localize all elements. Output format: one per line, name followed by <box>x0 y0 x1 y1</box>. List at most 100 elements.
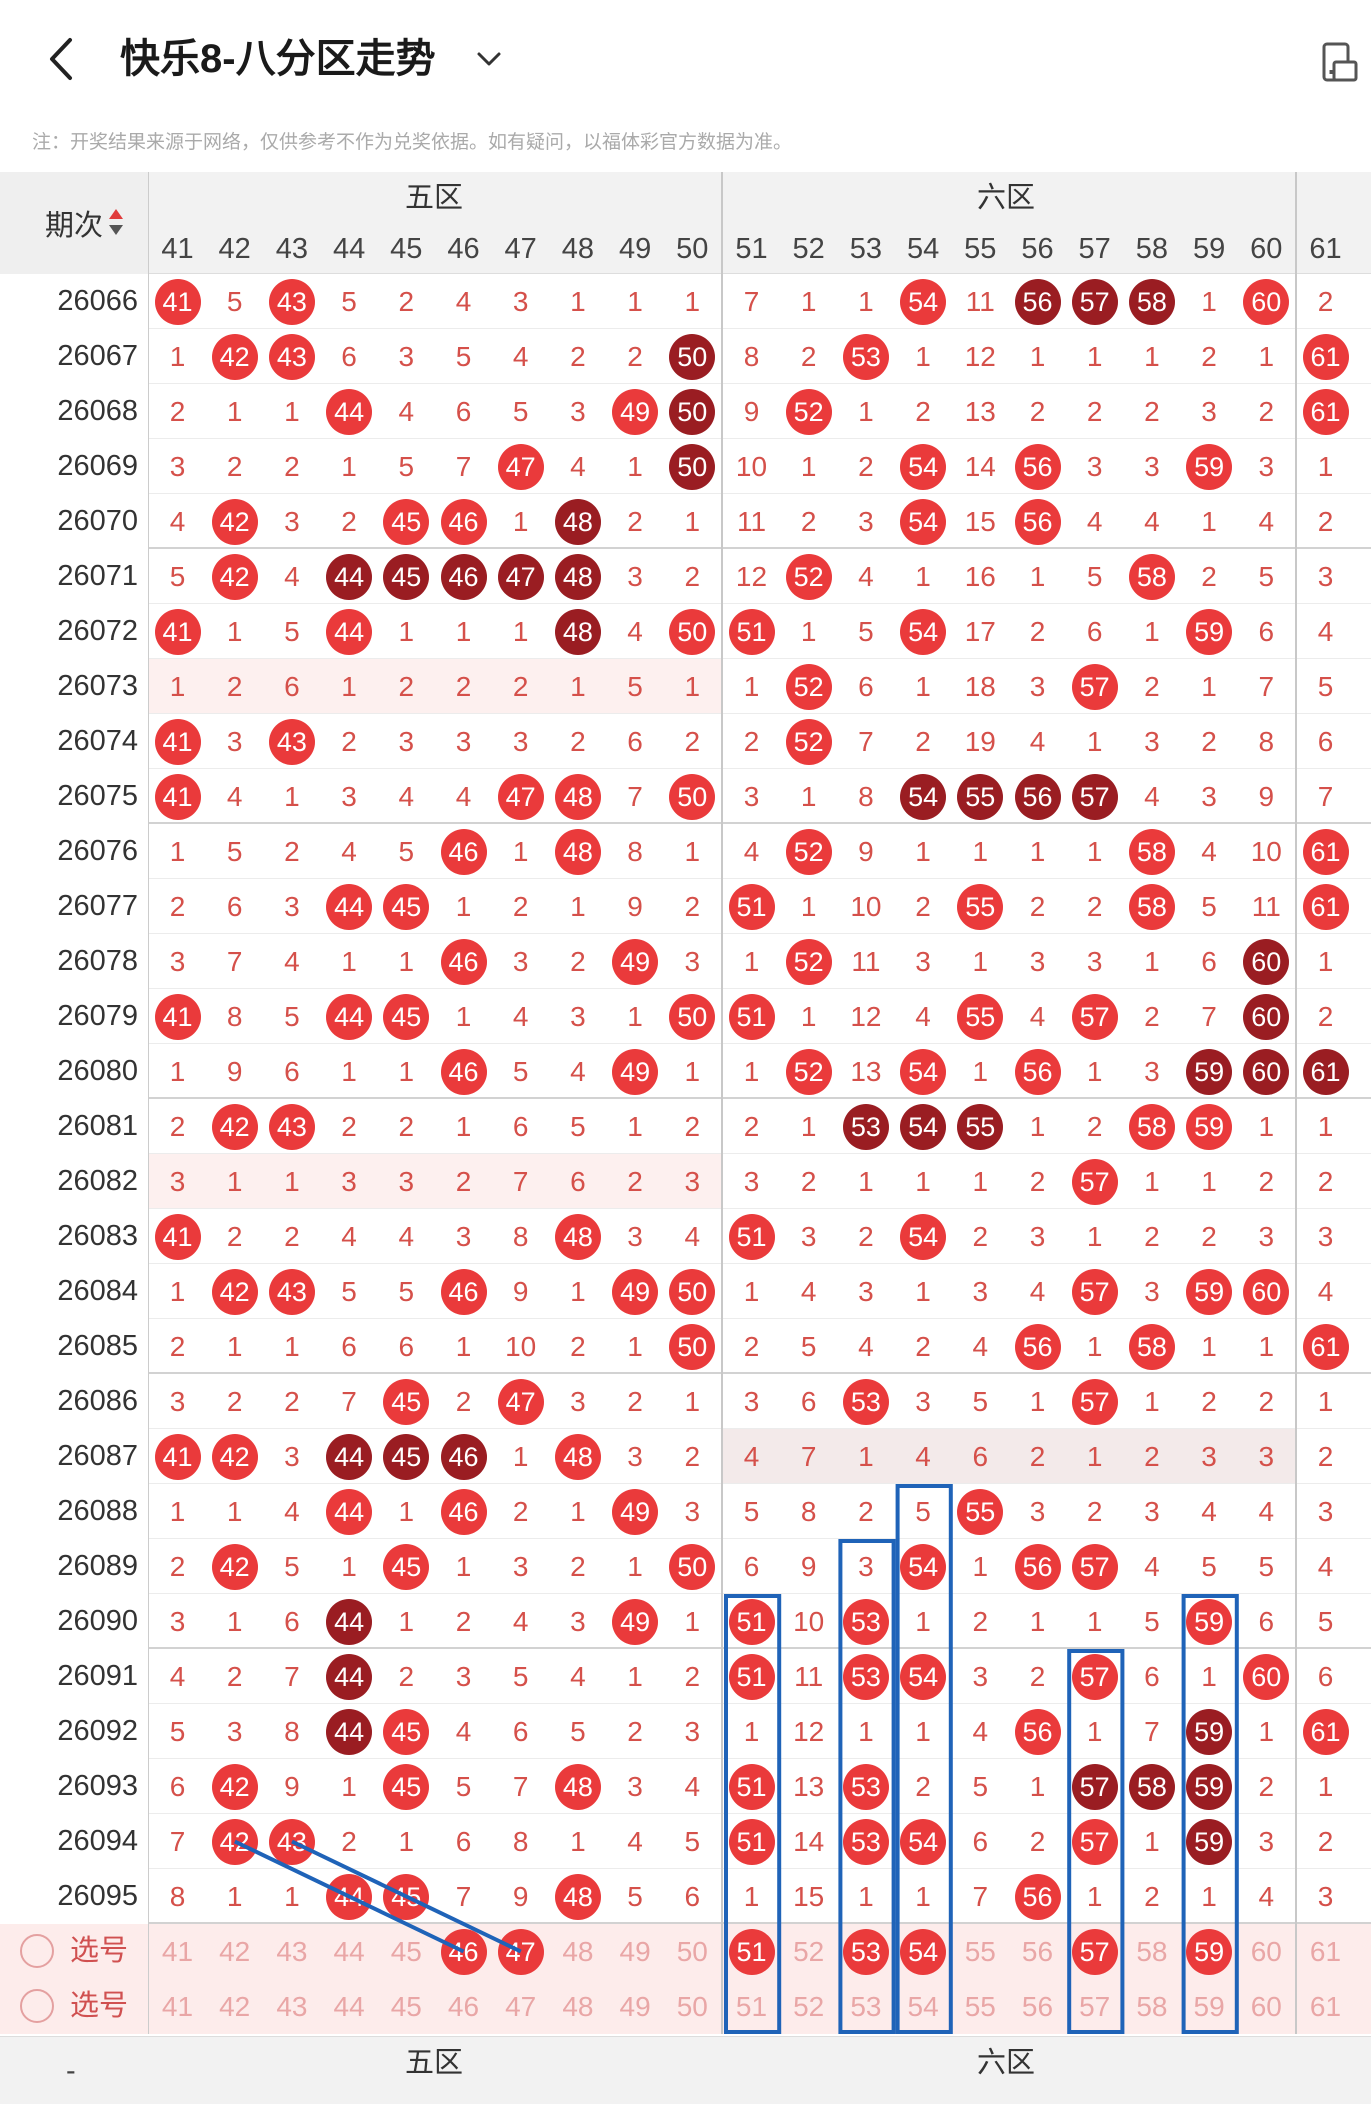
select-row-header[interactable]: 选号 <box>0 1979 149 2034</box>
select-number-cell[interactable]: 45 <box>390 1991 422 2022</box>
select-number-cell[interactable]: 60 <box>1250 1991 1282 2022</box>
number-cell: 54 <box>895 1539 952 1594</box>
number-cell: 5 <box>512 1056 529 1087</box>
select-number-cell[interactable]: 43 <box>276 1991 308 2022</box>
select-number-cell[interactable]: 51 <box>735 1991 768 2022</box>
number-cell: 3 <box>1258 1441 1275 1472</box>
select-number-cell[interactable]: 52 <box>793 1936 825 1967</box>
number-cell: 7 <box>1258 671 1275 702</box>
number-cell: 51 <box>723 1649 780 1704</box>
select-number-cell[interactable]: 46 <box>447 1991 480 2022</box>
number-cell: 3 <box>858 506 874 537</box>
number-cell: 6 <box>1258 1606 1275 1637</box>
number-cell: 52 <box>780 384 837 439</box>
number-cell: 19 <box>964 726 996 757</box>
sort-icon[interactable] <box>108 206 124 238</box>
drawn-number-ball: 57 <box>1071 1653 1118 1700</box>
selected-number-ball[interactable]: 57 <box>1071 1928 1118 1975</box>
select-number-cell[interactable]: 55 <box>964 1991 996 2022</box>
select-radio[interactable] <box>20 1934 54 1968</box>
selected-number-ball[interactable]: 59 <box>1186 1928 1233 1975</box>
table-row: 26075 41 4 1 3 4 4 47 48 7 50 3 1 8 54 55 56 57 4 3 9 7 <box>0 769 1371 824</box>
number-cell: 2 <box>570 726 586 757</box>
number-cell: 5 <box>1317 1606 1334 1637</box>
select-number-cell[interactable]: 48 <box>562 1991 594 2022</box>
number-cell: 47 <box>492 1374 549 1429</box>
select-number-cell[interactable]: 45 <box>390 1936 422 1967</box>
number-cell: 55 <box>952 769 1009 824</box>
back-icon[interactable] <box>42 34 82 84</box>
select-number-cell[interactable]: 49 <box>619 1936 651 1967</box>
period-column-header[interactable]: 期次 <box>0 172 149 274</box>
number-cell: 1 <box>1201 1661 1217 1692</box>
select-number-cell[interactable]: 47 <box>505 1991 537 2022</box>
select-number-cell[interactable]: 58 <box>1136 1936 1168 1967</box>
layout-toggle-icon[interactable] <box>1320 40 1360 86</box>
select-number-cell[interactable]: 51 <box>723 1924 780 1979</box>
select-number-cell[interactable]: 56 <box>1021 1991 1054 2022</box>
select-number-cell[interactable]: 49 <box>619 1991 651 2022</box>
period-number: 26086 <box>0 1374 149 1429</box>
number-cell: 7 <box>455 1881 472 1912</box>
drawn-number-ball: 49 <box>612 938 659 985</box>
chevron-down-icon[interactable] <box>474 46 504 72</box>
select-radio[interactable] <box>20 1989 54 2023</box>
number-cell: 12 <box>735 561 768 592</box>
number-cell: 3 <box>1201 1441 1217 1472</box>
select-number-cell[interactable]: 58 <box>1136 1991 1168 2022</box>
select-number-cell[interactable]: 54 <box>907 1991 939 2022</box>
select-number-cell[interactable]: 53 <box>837 1924 894 1979</box>
number-cell: 1 <box>1029 341 1046 372</box>
select-number-cell[interactable]: 41 <box>161 1991 194 2022</box>
number-cell: 45 <box>378 549 435 604</box>
drawn-number-ball: 48 <box>554 828 601 875</box>
drawn-number-ball: 47 <box>497 443 544 490</box>
number-cell: 5 <box>1201 1551 1217 1582</box>
select-number-cell[interactable]: 42 <box>219 1936 251 1967</box>
number-cell: 44 <box>321 549 378 604</box>
select-number-cell[interactable]: 52 <box>793 1991 825 2022</box>
number-cell: 1 <box>1029 1386 1046 1417</box>
select-number-cell[interactable]: 43 <box>276 1936 308 1967</box>
select-number-cell[interactable]: 41 <box>161 1936 194 1967</box>
select-number-cell[interactable]: 59 <box>1193 1991 1225 2022</box>
drawn-number-ball: 60 <box>1243 938 1290 985</box>
select-row-header[interactable]: 选号 <box>0 1924 149 1979</box>
select-number-cell[interactable]: 53 <box>850 1991 882 2022</box>
selected-number-ball[interactable]: 54 <box>900 1928 947 1975</box>
number-cell: 7 <box>1317 781 1334 812</box>
select-number-cell[interactable]: 61 <box>1309 1991 1342 2022</box>
number-cell: 2 <box>684 1111 701 1142</box>
drawn-number-ball: 42 <box>211 1763 258 1810</box>
drawn-number-ball: 54 <box>900 443 947 490</box>
select-number-cell[interactable]: 57 <box>1066 1924 1123 1979</box>
number-cell: 5 <box>284 1551 300 1582</box>
number-cell: 5 <box>684 1826 701 1857</box>
select-number-cell[interactable]: 57 <box>1079 1991 1111 2022</box>
select-number-cell[interactable]: 56 <box>1021 1936 1054 1967</box>
number-cell: 1 <box>1029 1771 1046 1802</box>
number-cell: 48 <box>549 824 606 879</box>
number-cell: 50 <box>664 1264 721 1319</box>
number-cell: 2 <box>1258 1166 1275 1197</box>
select-number-cell[interactable]: 55 <box>964 1936 996 1967</box>
column-header-number: 44 <box>332 233 366 265</box>
selected-number-ball[interactable]: 51 <box>728 1928 775 1975</box>
number-cell: 2 <box>1258 396 1275 427</box>
select-number-cell[interactable]: 50 <box>676 1991 708 2022</box>
select-number-cell[interactable]: 61 <box>1309 1936 1342 1967</box>
select-number-cell[interactable]: 60 <box>1250 1936 1282 1967</box>
number-cell: 5 <box>341 1276 357 1307</box>
select-number-cell[interactable]: 48 <box>562 1936 594 1967</box>
select-number-cell[interactable]: 44 <box>333 1991 365 2022</box>
number-cell: 12 <box>850 1001 882 1032</box>
select-number-cell[interactable]: 44 <box>333 1936 365 1967</box>
number-cell: 43 <box>263 274 320 329</box>
selected-number-ball[interactable]: 53 <box>842 1928 889 1975</box>
select-number-cell[interactable]: 42 <box>219 1991 251 2022</box>
select-number-cell[interactable]: 54 <box>895 1924 952 1979</box>
column-header-number: 49 <box>618 233 652 265</box>
select-number-cell[interactable]: 50 <box>676 1936 708 1967</box>
select-number-cell[interactable]: 59 <box>1181 1924 1238 1979</box>
